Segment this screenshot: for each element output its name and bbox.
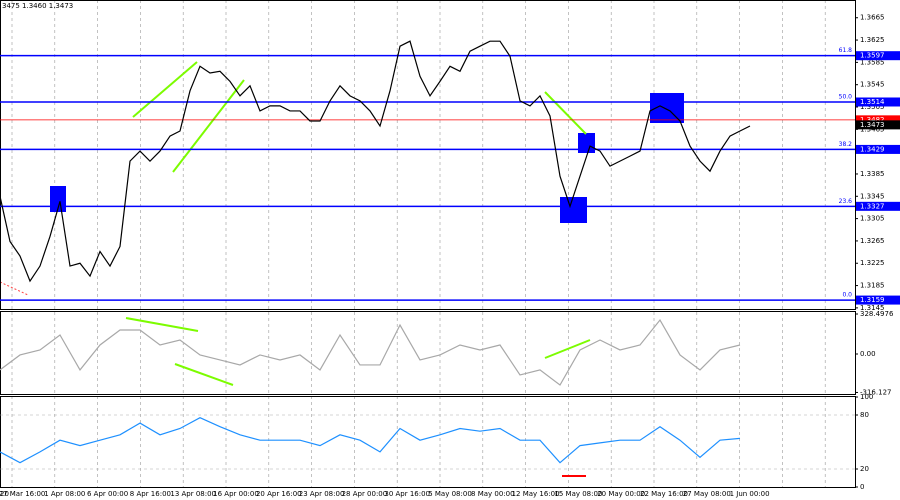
y-tick-label: -316.127 [860,388,891,396]
y-tick-label: 0.00 [860,350,876,358]
y-tick-label: 1.3265 [860,237,885,245]
x-label: 12 May 16:00 [512,490,560,498]
y-tick-label: 1.3585 [860,58,885,66]
x-label: 1 Apr 08:00 [44,490,85,498]
y-tick-label: 1.3145 [860,304,885,312]
y-tick-label: 1.3545 [860,81,885,89]
x-label: 13 Apr 08:00 [170,490,216,498]
x-label: 8 May 00:00 [471,490,515,498]
x-label: 8 Apr 16:00 [130,490,171,498]
rsi-panel [0,396,856,488]
header: 3475 1.3460 1.3473 [2,2,73,10]
x-label: 15 May 08:00 [554,490,602,498]
x-label: 27 May 08:00 [683,490,731,498]
trend-line [0,281,29,296]
x-label: 22 May 16:00 [640,490,688,498]
price-label-box [856,201,900,211]
last-price-label: 1.3473 [860,121,885,129]
x-label: 23 Apr 08:00 [299,490,345,498]
price-panel [0,0,856,310]
highlight-box [578,133,595,153]
price-label-box [856,144,900,154]
price-label-box [856,97,900,107]
x-label: 20 May 00:00 [597,490,645,498]
y-tick-label: 100 [860,393,873,401]
y-tick-label: 1.3665 [860,14,885,22]
level-price-label: 1.3327 [860,202,885,210]
y-tick-label: 1.3625 [860,36,885,44]
x-label: 30 Apr 16:00 [384,490,430,498]
highlight-box [560,197,587,223]
price-label-box [856,120,900,130]
level-price-label: 1.3597 [860,52,885,60]
fib-label: 38.2 [839,141,853,148]
level-price-label: 1.3429 [860,145,885,153]
fib-label: 50.0 [839,93,853,100]
x-label: 28 Apr 00:00 [342,490,388,498]
fib-label: 0.0 [842,292,852,299]
y-tick-label: 1.3385 [860,170,885,178]
x-label: 5 May 08:00 [428,490,472,498]
y-tick-label: 0 [860,483,864,491]
trend-line [172,79,245,173]
series-line [0,40,751,283]
trend-line [544,91,587,135]
x-label: 20 [0,490,9,498]
series-line [0,417,741,464]
series-line [0,318,741,386]
price-label-box [856,115,900,125]
y-tick-label: 1.3225 [860,259,885,267]
price-label-box [856,51,900,61]
x-label: 1 Jun 00:00 [730,490,770,498]
annotations [0,61,684,477]
x-label: 6 Apr 00:00 [87,490,128,498]
trend-line [544,339,591,359]
y-tick-label: 20 [860,465,869,473]
level-price-label: 1.3159 [860,296,885,304]
y-tick-label: 1.3505 [860,103,885,111]
y-tick-label: 1.3185 [860,282,885,290]
level-price-label: 1.3514 [860,98,885,106]
y-tick-label: 1.3305 [860,215,885,223]
trend-line [125,317,199,332]
fib-label: 61.8 [839,47,853,54]
x-label: 20 Apr 16:00 [256,490,302,498]
x-label: 16 Apr 00:00 [213,490,259,498]
cci-panel [0,311,856,395]
price-label-box [856,295,900,305]
red-price-label: 1.3482 [860,116,885,124]
trend-line [174,363,234,386]
y-tick-label: 328.4976 [860,310,894,318]
y-tick-label: 80 [860,411,869,419]
y-tick-label: 1.3345 [860,192,885,200]
trend-line [132,61,198,118]
fib-label: 23.6 [839,198,853,205]
highlight-box [50,186,66,212]
x-label: 27 Mar 16:00 [0,490,45,498]
